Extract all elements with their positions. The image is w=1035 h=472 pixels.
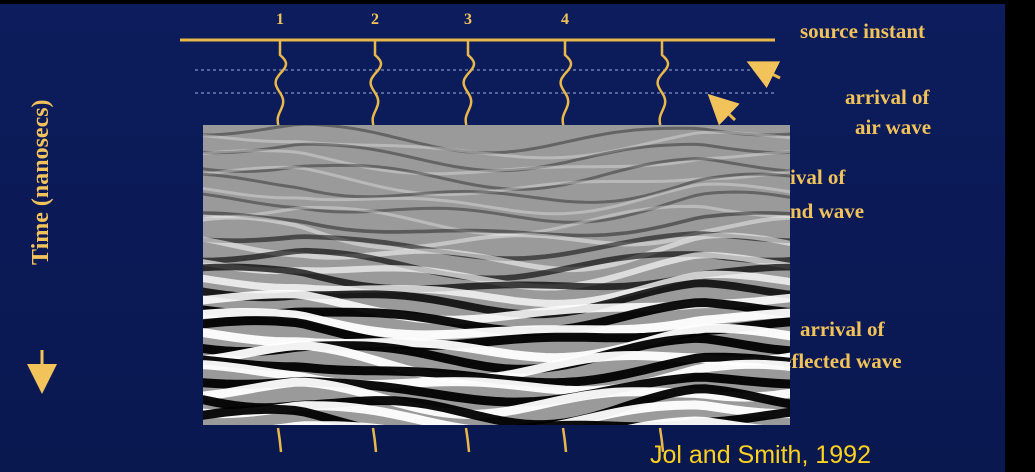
trace-number: 4 <box>561 11 569 28</box>
label: air wave <box>855 115 931 139</box>
trace-number: 1 <box>276 11 284 28</box>
label: source instant <box>800 19 925 43</box>
citation: Jol and Smith, 1992 <box>650 441 871 469</box>
page: {"diagram": { "trace_numbers": ["1", "2"… <box>0 0 1035 472</box>
trace-number: 2 <box>371 11 379 28</box>
slide: 1 2 3 4 source instant arrival of air wa… <box>0 0 1035 472</box>
axis-label: Time (nanosecs) <box>28 99 54 265</box>
label: arrival of <box>845 85 931 109</box>
gpr-image <box>195 124 795 450</box>
label: nd wave <box>790 199 864 223</box>
label: eflected wave <box>782 349 902 373</box>
label: arrival of <box>800 317 886 341</box>
trace-number: 3 <box>464 11 472 28</box>
label: ival of <box>790 165 846 189</box>
